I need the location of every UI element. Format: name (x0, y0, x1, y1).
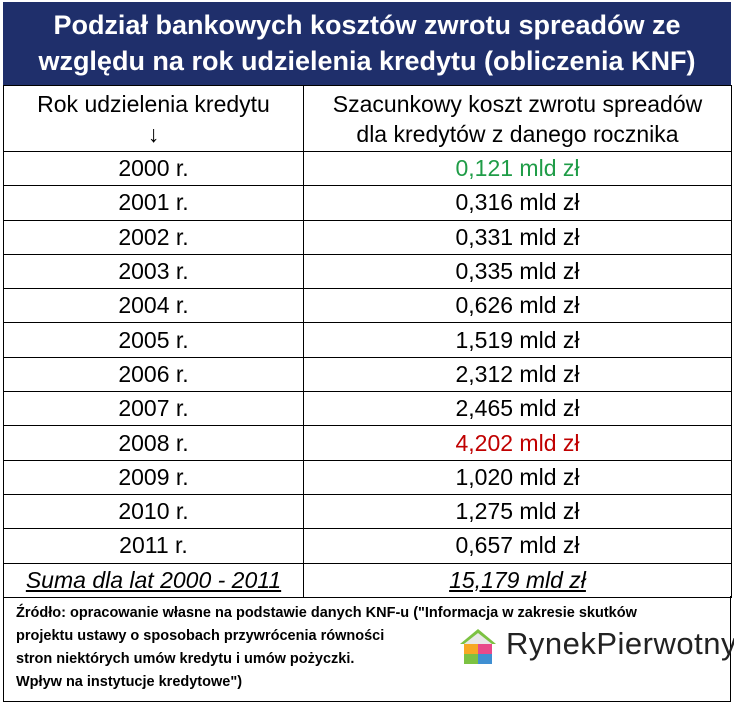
table-row: 2010 r. 1,275 mld zł (3, 493, 732, 530)
cost-table: Rok udzielenia kredytu ↓ Szacunkowy kosz… (3, 85, 732, 598)
cost-cell: 0,626 mld zł (303, 288, 732, 324)
year-cell: 2008 r. (3, 425, 304, 461)
header-cost: Szacunkowy koszt zwrotu spreadów dla kre… (303, 85, 732, 152)
house-logo-icon (460, 629, 496, 664)
table-row: 2006 r. 2,312 mld zł (3, 356, 732, 393)
year-cell: 2005 r. (3, 322, 304, 358)
table-row: 2000 r. 0,121 mld zł (3, 150, 732, 187)
table-row: 2009 r. 1,020 mld zł (3, 459, 732, 495)
source-note: Źródło: opracowanie własne na podstawie … (16, 602, 728, 694)
year-cell: 2002 r. (3, 219, 304, 255)
year-cell: 2010 r. (3, 493, 304, 530)
header-year-label: Rok udzielenia kredytu (37, 90, 270, 117)
down-arrow-icon: ↓ (147, 120, 160, 147)
source-line-3: stron niektórych umów kredytu i umów poż… (16, 651, 355, 667)
title-line-2: względu na rok udzielenia kredytu (oblic… (38, 46, 696, 76)
source-line-1: Źródło: opracowanie własne na podstawie … (16, 605, 637, 621)
year-cell: 2011 r. (3, 528, 304, 564)
cost-cell: 2,465 mld zł (303, 391, 732, 427)
cost-cell: 1,519 mld zł (303, 322, 732, 358)
year-cell: 2000 r. (3, 150, 304, 187)
table-row: 2003 r. 0,335 mld zł (3, 253, 732, 290)
cost-cell: 0,121 mld zł (303, 150, 732, 187)
table-row: 2008 r. 4,202 mld zł (3, 425, 732, 461)
table-row: 2005 r. 1,519 mld zł (3, 322, 732, 358)
cost-cell: 0,657 mld zł (303, 528, 732, 564)
header-cost-line-1: Szacunkowy koszt zwrotu spreadów (332, 90, 703, 117)
table-header-row: Rok udzielenia kredytu ↓ Szacunkowy kosz… (3, 85, 732, 152)
cost-cell: 0,316 mld zł (303, 185, 732, 221)
table-row: 2001 r. 0,316 mld zł (3, 185, 732, 221)
cost-cell: 0,331 mld zł (303, 219, 732, 255)
table-row: 2002 r. 0,331 mld zł (3, 219, 732, 255)
table-row: 2011 r. 0,657 mld zł (3, 528, 732, 564)
cost-cell: 0,335 mld zł (303, 253, 732, 290)
source-box: Źródło: opracowanie własne na podstawie … (3, 596, 734, 702)
year-cell: 2003 r. (3, 253, 304, 290)
table-row: 2004 r. 0,626 mld zł (3, 288, 732, 324)
header-cost-line-2: dla kredytów z danego rocznika (356, 120, 679, 147)
title-line-1: Podział bankowych kosztów zwrotu spreadó… (53, 10, 681, 40)
header-year: Rok udzielenia kredytu ↓ (3, 85, 304, 152)
year-cell: 2004 r. (3, 288, 304, 324)
source-line-2: projektu ustawy o sposobach przywrócenia… (16, 628, 385, 644)
sum-value: 15,179 mld zł (303, 562, 732, 598)
table-row: 2007 r. 2,465 mld zł (3, 391, 732, 427)
year-cell: 2001 r. (3, 185, 304, 221)
sum-row: Suma dla lat 2000 - 2011 15,179 mld zł (3, 562, 732, 598)
sum-label: Suma dla lat 2000 - 2011 (3, 562, 304, 598)
year-cell: 2007 r. (3, 391, 304, 427)
cost-cell: 4,202 mld zł (303, 425, 732, 461)
logo-text: RynekPierwotny (506, 626, 734, 661)
source-line-4: Wpływ na instytucje kredytowe") (16, 674, 243, 690)
cost-cell: 1,275 mld zł (303, 493, 732, 530)
cost-cell: 2,312 mld zł (303, 356, 732, 393)
year-cell: 2006 r. (3, 356, 304, 393)
title-banner: Podział bankowych kosztów zwrotu spreadó… (3, 2, 731, 85)
cost-cell: 1,020 mld zł (303, 459, 732, 495)
brand-logo: RynekPierwotny (456, 624, 734, 668)
year-cell: 2009 r. (3, 459, 304, 495)
